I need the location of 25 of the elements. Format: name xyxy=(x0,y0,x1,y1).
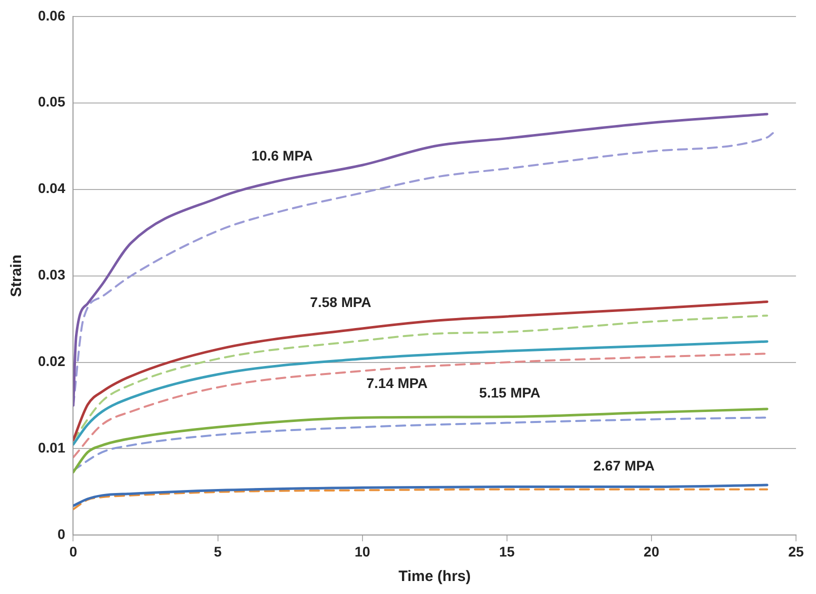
y-axis-title: Strain xyxy=(8,254,26,298)
annotation: 7.14 MPA xyxy=(366,375,428,392)
x-tick-label: 15 xyxy=(499,543,515,560)
x-tick-label: 5 xyxy=(214,543,222,560)
y-tick-label: 0.03 xyxy=(38,266,66,283)
y-tick-label: 0.06 xyxy=(38,7,66,24)
annotation: 10.6 MPA xyxy=(252,147,313,164)
annotation: 5.15 MPA xyxy=(479,384,540,400)
x-tick-label: 20 xyxy=(644,543,660,560)
y-tick-label: 0.04 xyxy=(38,180,66,196)
y-tick-label: 0.01 xyxy=(38,440,66,456)
line-series xyxy=(73,408,768,474)
line-series xyxy=(73,488,768,510)
x-tick-label: 0 xyxy=(69,543,78,560)
line-series xyxy=(73,484,768,508)
y-tick-label: 0.05 xyxy=(38,94,66,110)
y-tick-label: 0.02 xyxy=(38,353,66,370)
x-tick-label: 10 xyxy=(354,543,370,560)
line-series xyxy=(73,352,768,458)
annotation: 2.67 MPA xyxy=(593,458,655,474)
y-tick-label: 0 xyxy=(57,526,66,542)
line-series xyxy=(73,340,768,446)
annotation: 7.58 MPA xyxy=(310,294,372,310)
x-tick-label: 25 xyxy=(788,543,804,560)
x-axis-title: Time (hrs) xyxy=(398,568,471,586)
